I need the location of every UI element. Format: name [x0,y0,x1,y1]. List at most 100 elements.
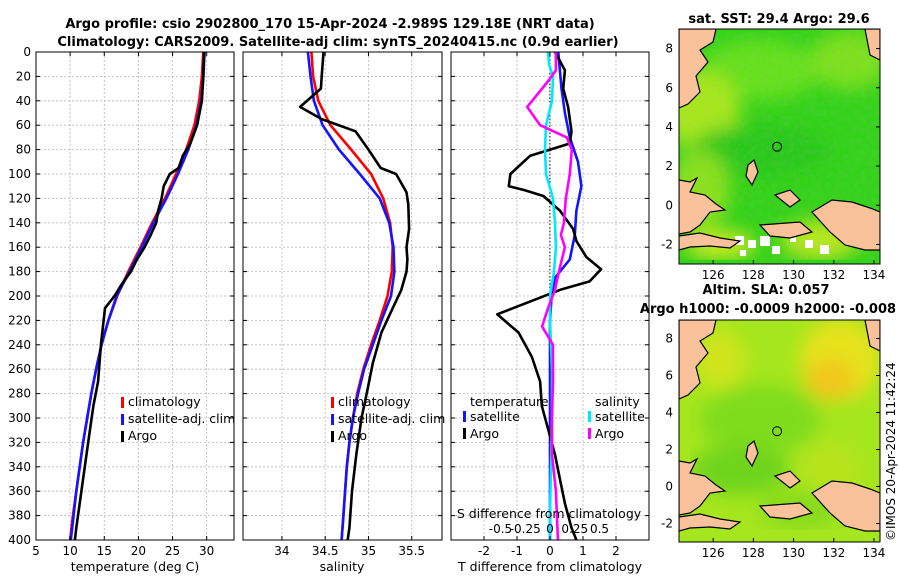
lon-tick-label: 134 [863,268,886,282]
island-land [758,221,814,239]
legend-label-satellite: satellite-adj. clim [128,411,235,426]
x-tick-label: 20 [131,544,146,558]
series-line-argo [298,52,411,540]
argo-float-marker [772,426,783,437]
lat-tick-label: 2 [665,443,673,457]
lon-tick-label: 126 [702,546,725,560]
salinity-legend: climatology satellite-adj. clim Argo [331,394,445,443]
legend-label-t-argo: Argo [470,426,499,441]
depth-tick-label: 200 [8,289,31,303]
lat-tick-label: -2 [661,237,673,251]
imos-credit: ©IMOS 20-Apr-2024 11:42:24 [884,362,898,541]
legend-swatch-t-satellite [463,411,466,422]
depth-tick-label: 320 [8,435,31,449]
sla-map-subtitle: Argo h1000: -0.0009 h2000: -0.008 [640,302,896,317]
island-land [773,470,801,489]
s-diff-tick-label: -0.5 [489,522,512,536]
island-land [758,502,814,520]
legend-label-satellite: satellite-adj. clim [338,411,445,426]
legend-swatch-climatology [331,397,334,408]
depth-tick-label: 380 [8,509,31,523]
x-tick-label: -2 [478,544,490,558]
lon-tick-label: 128 [742,546,765,560]
s-diff-tick-label: 0 [546,522,554,536]
papua-land [811,199,880,251]
legend-label-argo: Argo [338,428,367,443]
salinity-xlabel: salinity [320,559,365,574]
lat-tick-label: 2 [665,159,673,173]
x-tick-label: 10 [62,544,77,558]
depth-tick-label: 360 [8,484,31,498]
depth-tick-label: 100 [8,167,31,181]
temperature-xlabel: temperature (deg C) [71,559,200,574]
x-tick-label: 30 [199,544,214,558]
sla-map-title: Altim. SLA: 0.057 [703,283,830,298]
difference-profile-panel: -2 -1 0 1 2 T difference from climatology S … [450,51,650,574]
legend-swatch-argo [331,431,334,442]
lat-tick-label: 6 [665,369,673,383]
depth-tick-label: 0 [23,45,31,59]
sst-land [679,29,880,251]
s-diff-tick-label: -0.25 [510,522,541,536]
lon-tick-label: 130 [782,546,805,560]
lat-tick-label: 6 [665,81,673,95]
legend-swatch-argo [121,431,124,442]
argo-float-marker [772,141,783,152]
seram-land [679,232,742,251]
x-tick-label: -1 [511,544,523,558]
sla-map-panel: Altim. SLA: 0.057 Argo h1000: -0.0009 h2… [640,283,896,560]
depth-tick-label: 280 [8,387,31,401]
series-line-s-argo [525,52,574,540]
lon-tick-label: 134 [863,546,886,560]
s-diff-tick-label: 0.25 [561,522,588,536]
lat-tick-label: 4 [665,120,673,134]
halmahera-land [745,158,759,187]
s-difference-xlabel: S difference from climatology [457,506,642,521]
depth-tick-label: 60 [16,118,31,132]
lon-tick-label: 126 [702,268,725,282]
lat-tick-label: -2 [661,517,673,531]
x-tick-label: 35.5 [398,544,425,558]
x-tick-label: 15 [97,544,112,558]
sst-map-frame [678,28,881,265]
legend-swatch-satellite [331,414,334,425]
lon-tick-label: 128 [742,268,765,282]
x-tick-label: 34.5 [312,544,339,558]
t-difference-xlabel: T difference from climatology [457,559,643,574]
x-tick-label: 2 [612,544,620,558]
mindanao-land [679,320,717,400]
depth-tick-label: 220 [8,313,31,327]
legend-header-salinity: salinity [595,394,640,409]
legend-swatch-s-argo [588,428,591,439]
depth-tick-label: 240 [8,338,31,352]
figure-title-line2: Climatology: CARS2009. Satellite-adj cli… [57,35,618,50]
depth-tick-label: 120 [8,191,31,205]
depth-tick-label: 80 [16,143,31,157]
legend-label-argo: Argo [128,428,157,443]
temperature-legend: climatology satellite-adj. clim Argo [121,394,235,443]
lat-tick-label: 4 [665,406,673,420]
lon-tick-label: 132 [822,268,845,282]
island-land [773,189,801,208]
legend-label-s-satellite: satellite [595,409,645,424]
sla-map-frame [678,319,881,543]
lat-tick-label: 8 [665,332,673,346]
legend-label-climatology: climatology [128,394,201,409]
legend-swatch-s-satellite [588,411,591,422]
sst-map-title: sat. SST: 29.4 Argo: 29.6 [688,12,869,27]
x-tick-label: 1 [579,544,587,558]
x-tick-label: 0 [546,544,554,558]
depth-tick-label: 260 [8,362,31,376]
sla-land [679,320,880,532]
land-ne [864,320,880,352]
depth-tick-label: 340 [8,460,31,474]
sulawesi-land [679,457,727,516]
x-tick-label: 35 [361,544,376,558]
depth-tick-label: 40 [16,94,31,108]
series-line-satellite-adj-clim [306,52,396,540]
legend-header-temperature: temperature [470,394,549,409]
temperature-profile-panel: 5 10 15 20 25 3002040608010012014016018020022… [8,45,235,574]
seram-land [679,513,742,532]
sst-map-panel: sat. SST: 29.4 Argo: 29.6 [661,12,886,282]
